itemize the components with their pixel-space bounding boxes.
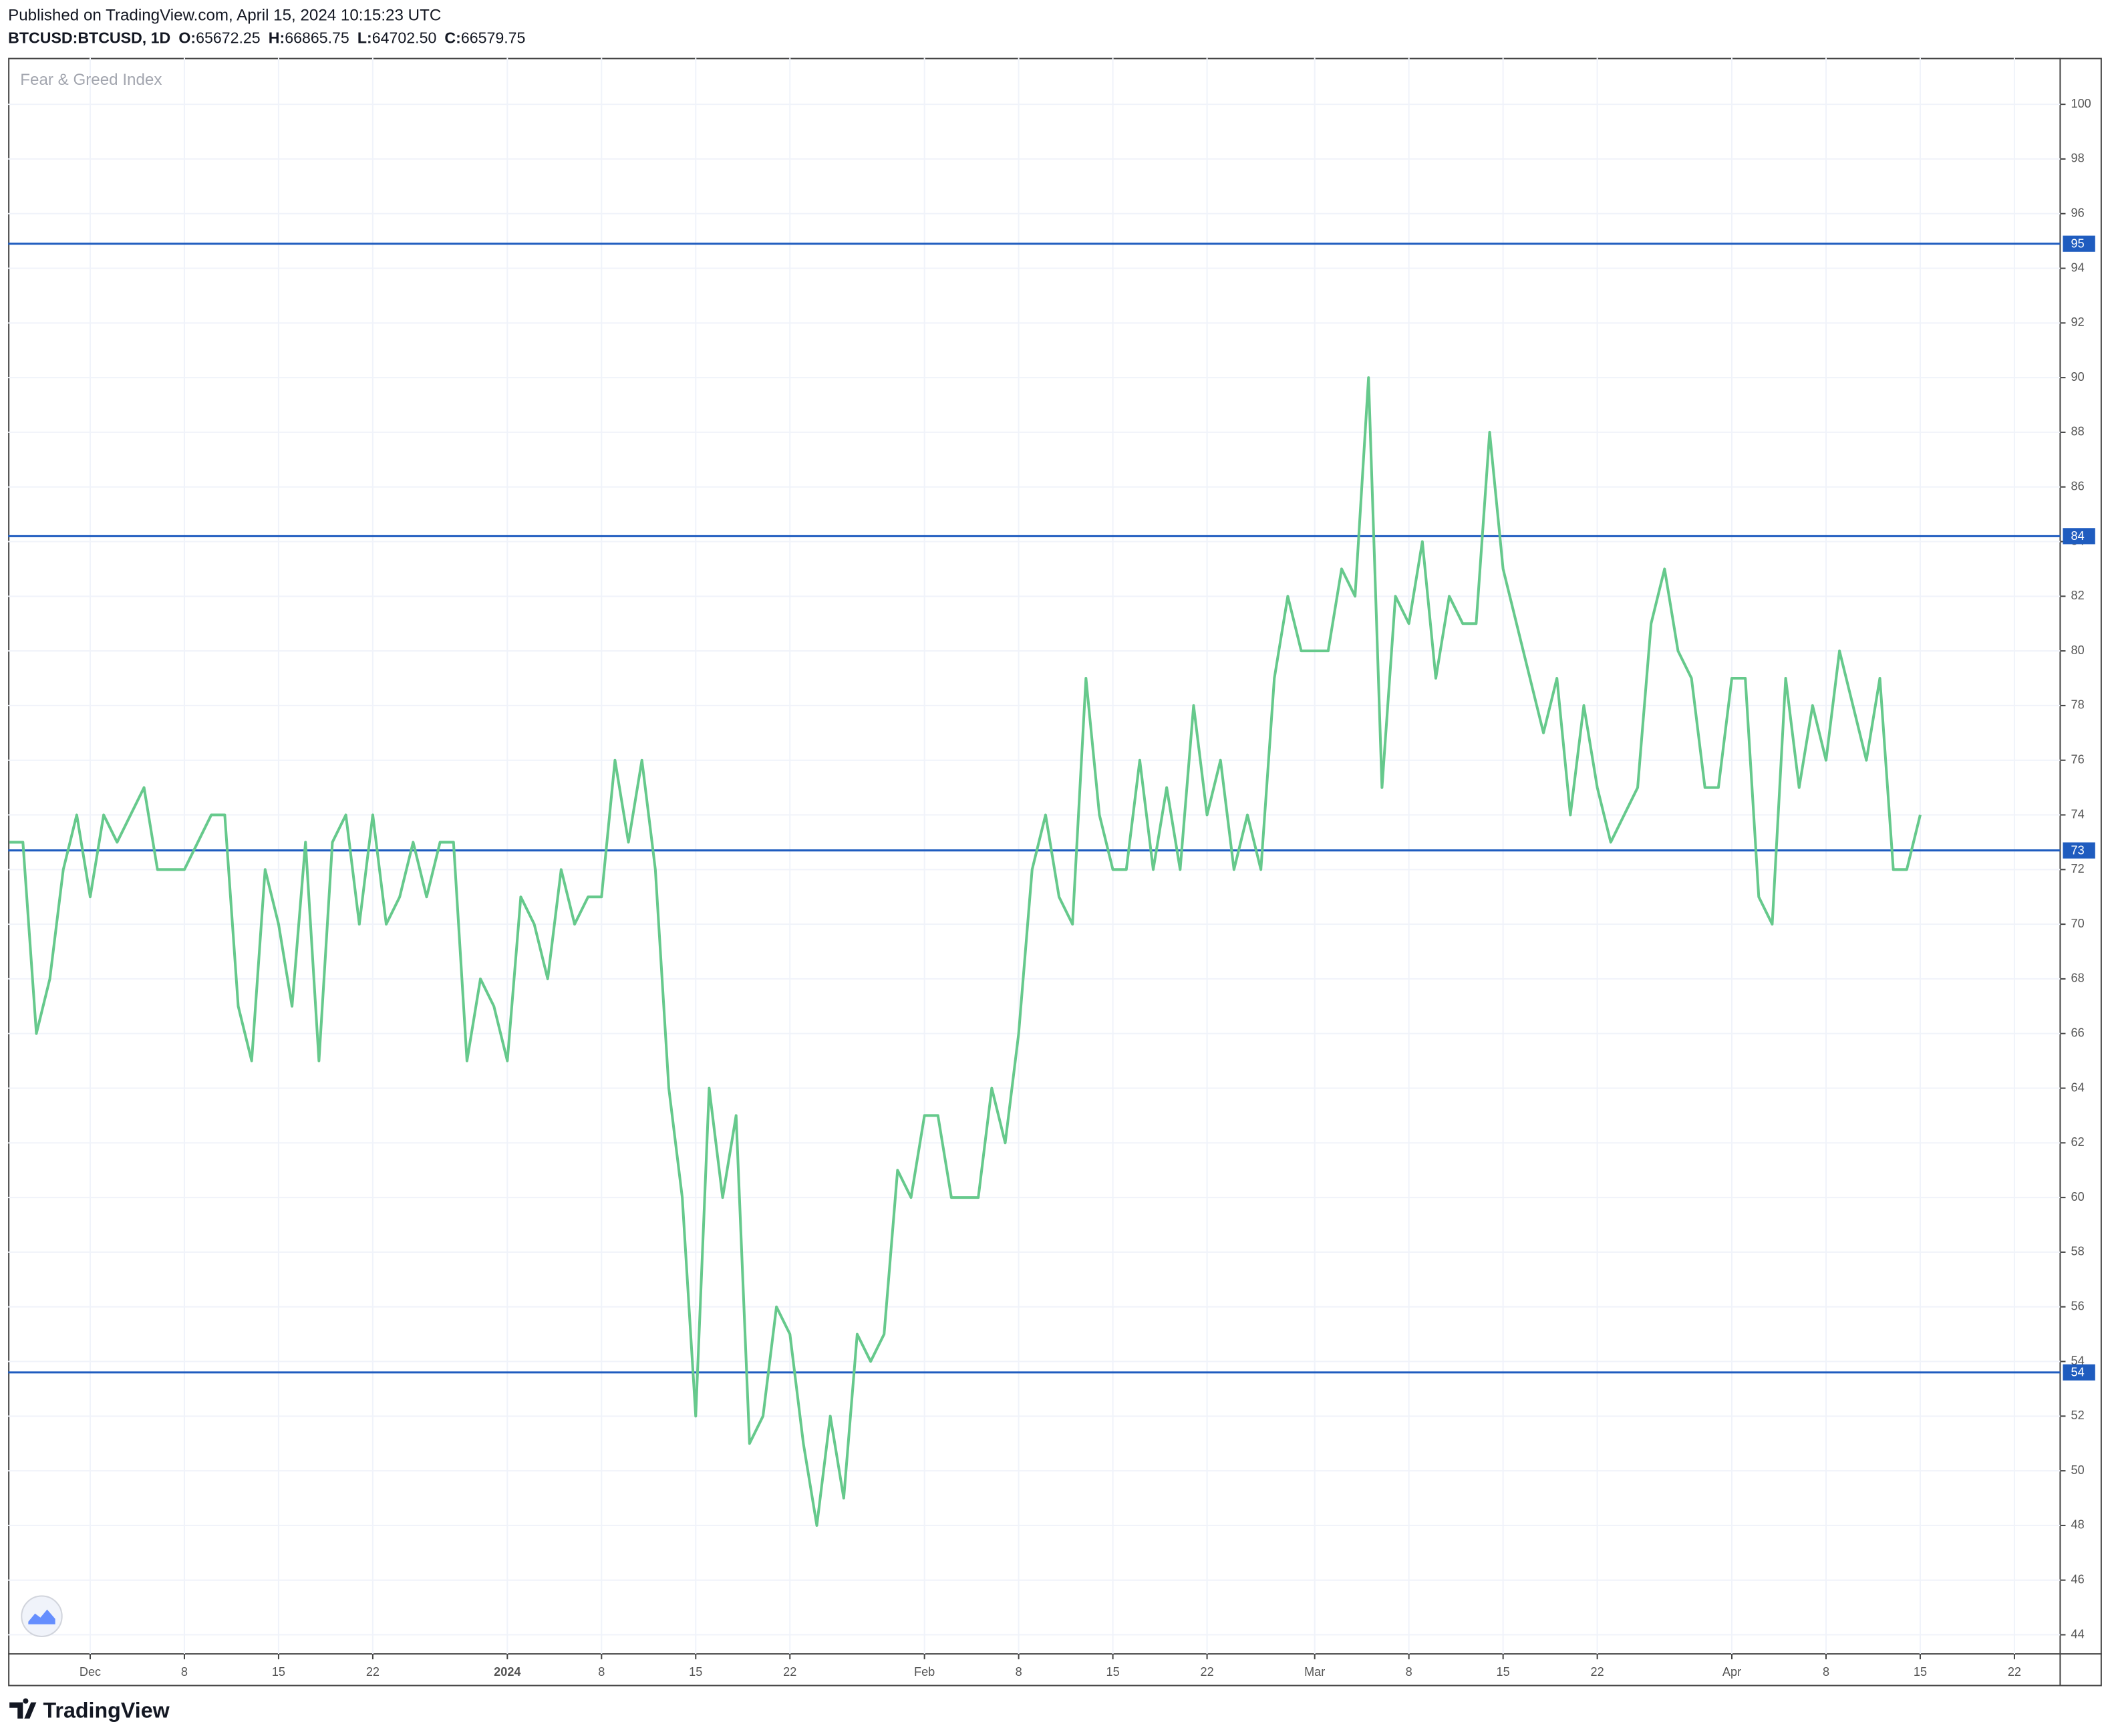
x-tick-label: 15 (1914, 1665, 1927, 1679)
y-tick-label: 80 (2071, 643, 2085, 657)
y-tick-label: 88 (2071, 425, 2085, 438)
x-tick-label: 22 (1200, 1665, 1213, 1679)
x-tick-label: 22 (2008, 1665, 2021, 1679)
series-line (9, 376, 1922, 1527)
indicator-title: Fear & Greed Index (20, 71, 162, 89)
brand-logo (9, 1698, 37, 1719)
level-label: 73 (2071, 843, 2085, 857)
x-tick-label: 8 (598, 1665, 605, 1679)
y-tick-label: 68 (2071, 972, 2085, 985)
level-label-bg (2063, 235, 2095, 252)
x-tick-label: Feb (914, 1665, 935, 1679)
chart-frame (8, 57, 2102, 1687)
y-tick-label: 46 (2071, 1573, 2085, 1586)
ohlc-label: O: (178, 29, 196, 47)
level-label-bg (2063, 528, 2095, 545)
y-tick-label: 96 (2071, 206, 2085, 220)
x-tick-label: 15 (689, 1665, 702, 1679)
x-tick-label: 22 (366, 1665, 380, 1679)
y-tick-label: 50 (2071, 1463, 2085, 1477)
ohlc-label: C: (444, 29, 460, 47)
symbol: BTCUSD:BTCUSD, 1D (8, 29, 170, 47)
brand-name: TradingView (43, 1698, 170, 1722)
ohlc-value: 66579.75 (461, 29, 526, 47)
y-tick-label: 44 (2071, 1627, 2085, 1640)
y-tick-label: 66 (2071, 1026, 2085, 1040)
y-tick-label: 54 (2071, 1354, 2085, 1367)
y-tick-label: 86 (2071, 480, 2085, 493)
y-tick-label: 94 (2071, 261, 2085, 274)
y-tick-label: 62 (2071, 1135, 2085, 1149)
y-tick-label: 92 (2071, 315, 2085, 329)
y-tick-label: 76 (2071, 753, 2085, 766)
y-tick-label: 58 (2071, 1245, 2085, 1258)
x-tick-label: 8 (181, 1665, 188, 1679)
ohlc-value: 65672.25 (196, 29, 261, 47)
y-tick-label: 74 (2071, 807, 2085, 821)
x-tick-label: 15 (1497, 1665, 1510, 1679)
y-tick-label: 52 (2071, 1409, 2085, 1422)
level-label-bg (2063, 842, 2095, 859)
y-tick-label: 78 (2071, 698, 2085, 712)
y-tick-label: 64 (2071, 1080, 2085, 1094)
x-tick-label: 2024 (494, 1665, 520, 1679)
x-tick-label: 15 (1106, 1665, 1120, 1679)
x-tick-label: 22 (1591, 1665, 1604, 1679)
level-label-bg (2063, 1364, 2095, 1381)
x-tick-label: Dec (80, 1665, 101, 1679)
x-tick-label: 22 (783, 1665, 796, 1679)
level-label: 54 (2071, 1366, 2085, 1379)
logo-icon (28, 1609, 55, 1624)
ohlc-label: L: (357, 29, 372, 47)
ohlc-value: 66865.75 (285, 29, 349, 47)
x-tick-label: Mar (1304, 1665, 1325, 1679)
y-tick-label: 100 (2071, 97, 2091, 110)
ohlc-value: 64702.50 (372, 29, 437, 47)
x-tick-label: 8 (1823, 1665, 1829, 1679)
y-tick-label: 56 (2071, 1300, 2085, 1313)
y-tick-label: 98 (2071, 152, 2085, 165)
y-tick-label: 90 (2071, 370, 2085, 384)
y-tick-label: 60 (2071, 1190, 2085, 1203)
y-tick-label: 82 (2071, 589, 2085, 602)
y-tick-label: 72 (2071, 862, 2085, 875)
y-tick-label: 70 (2071, 917, 2085, 930)
published-text: Published on TradingView.com, April 15, … (8, 7, 441, 25)
x-tick-label: 15 (272, 1665, 285, 1679)
symbol-info: BTCUSD:BTCUSD, 1D O:65672.25 H:66865.75 L:6… (8, 29, 525, 47)
y-tick-label: 48 (2071, 1518, 2085, 1532)
x-tick-label: 8 (1016, 1665, 1022, 1679)
level-label: 84 (2071, 529, 2085, 543)
level-label: 95 (2071, 237, 2085, 251)
x-tick-label: 8 (1406, 1665, 1412, 1679)
x-tick-label: Apr (1722, 1665, 1741, 1679)
ohlc-label: H: (269, 29, 285, 47)
